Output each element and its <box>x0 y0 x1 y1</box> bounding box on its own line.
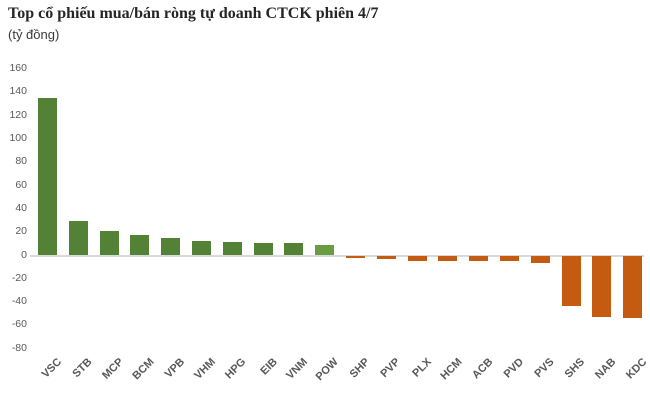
bar-KDC <box>623 256 643 318</box>
y-tick-label: -40 <box>11 295 27 308</box>
x-label-SHS: SHS <box>563 356 588 381</box>
x-label-PVP: PVP <box>378 356 403 381</box>
bar-MCP <box>99 230 119 255</box>
x-label-POW: POW <box>314 356 342 384</box>
bar-NAB <box>592 256 612 317</box>
bar-PVS <box>530 256 550 263</box>
y-tick-label: -20 <box>11 271 27 284</box>
bar-SHP <box>346 256 365 259</box>
bar-VNM <box>284 243 304 255</box>
x-label-NAB: NAB <box>593 356 619 382</box>
x-label-VPB: VPB <box>162 356 188 381</box>
x-label-HPG: HPG <box>223 356 249 382</box>
bar-PVD <box>500 256 519 261</box>
x-axis-line <box>30 255 644 257</box>
y-tick-label: -80 <box>11 341 27 354</box>
bar-ACB <box>469 256 489 261</box>
bar-EIB <box>253 243 273 255</box>
bar-VSC <box>38 97 57 255</box>
bar-POW <box>315 244 335 255</box>
bar-VHM <box>192 241 211 255</box>
x-label-MCP: MCP <box>99 356 126 382</box>
y-tick-label: 160 <box>9 62 27 75</box>
chart-subtitle: (tỷ đồng) <box>8 27 60 42</box>
bar-PLX <box>407 256 427 261</box>
y-tick-label: 80 <box>15 155 27 168</box>
x-label-SHP: SHP <box>347 356 372 381</box>
bar-HPG <box>222 242 242 255</box>
x-label-PVS: PVS <box>532 356 557 381</box>
x-label-VHM: VHM <box>192 356 218 382</box>
y-tick-label: 0 <box>21 248 27 261</box>
bar-SHS <box>561 256 581 307</box>
x-label-VNM: VNM <box>284 356 311 382</box>
x-label-ACB: ACB <box>469 356 496 382</box>
x-label-PVD: PVD <box>501 356 526 381</box>
y-tick-label: 120 <box>9 108 27 121</box>
y-tick-label: -60 <box>11 318 27 331</box>
y-tick-label: 140 <box>9 85 27 98</box>
x-label-VSC: VSC <box>39 356 64 381</box>
x-label-BCM: BCM <box>130 356 157 383</box>
bar-VPB <box>161 237 181 255</box>
x-label-KDC: KDC <box>623 356 650 382</box>
y-tick-label: 20 <box>15 225 27 238</box>
x-label-EIB: EIB <box>258 356 280 378</box>
bar-STB <box>68 221 88 255</box>
x-label-STB: STB <box>70 356 95 381</box>
y-tick-label: 100 <box>9 132 27 144</box>
x-label-HCM: HCM <box>438 356 465 383</box>
x-label-PLX: PLX <box>409 356 434 380</box>
bar-PVP <box>376 256 396 260</box>
y-tick-label: 40 <box>15 201 27 214</box>
chart-title: Top cổ phiếu mua/bán ròng tự doanh CTCK … <box>8 5 379 22</box>
y-tick-label: 60 <box>15 178 27 191</box>
bar-BCM <box>130 235 150 255</box>
bar-HCM <box>438 256 458 261</box>
